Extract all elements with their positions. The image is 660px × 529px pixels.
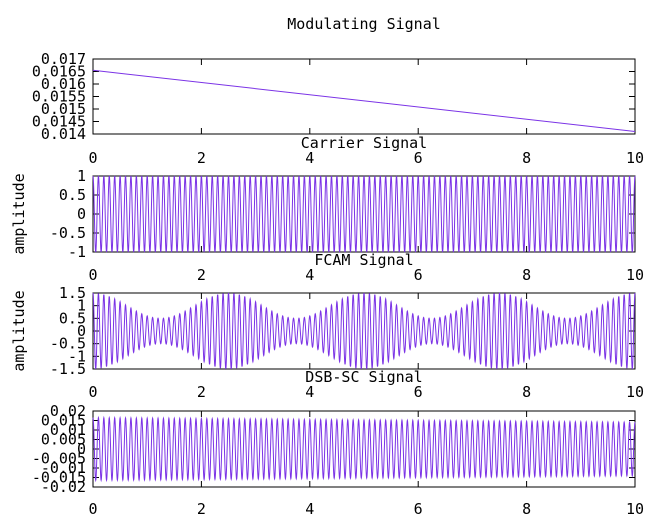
y-ticks-dsbsc: 0.020.0150.010.0050-0.005-0.01-0.015-0.0… <box>32 402 635 496</box>
title-fcam: FCAM Signal <box>314 251 413 269</box>
x-tick-label: 10 <box>626 500 644 518</box>
y-tick-label: 0.015 <box>41 100 86 118</box>
y-tick-label: 0.016 <box>41 75 86 93</box>
x-tick-label: 10 <box>626 383 644 401</box>
y-tick-label: 0 <box>77 322 86 340</box>
y-tick-label: 0.0165 <box>32 63 86 81</box>
plot-frame-fcam <box>92 292 636 370</box>
x-tick-label: 2 <box>197 383 206 401</box>
y-tick-label: 0 <box>77 205 86 223</box>
title-dsbsc: DSB-SC Signal <box>305 368 422 386</box>
x-tick-label: 4 <box>305 266 314 284</box>
y-tick-label: -0.5 <box>50 335 86 353</box>
y-tick-label: 0.0155 <box>32 88 86 106</box>
x-tick-label: 8 <box>522 383 531 401</box>
title-carrier: Carrier Signal <box>301 134 427 152</box>
series-line-dsbsc <box>92 415 636 483</box>
y-tick-label: 0.015 <box>41 412 86 430</box>
x-tick-label: 6 <box>414 149 423 167</box>
series-line-fcam <box>92 292 636 370</box>
x-tick-label: 8 <box>522 266 531 284</box>
series-line-carrier <box>92 175 636 253</box>
x-tick-label: 6 <box>414 383 423 401</box>
x-tick-label: 2 <box>197 266 206 284</box>
panel-modulating: Modulating Signal 0.0170.01650.0160.0155… <box>32 15 644 167</box>
x-tick-label: 8 <box>522 500 531 518</box>
ylabel-fcam: amplitude <box>10 290 28 371</box>
y-tick-label: -0.015 <box>32 469 86 487</box>
y-ticks-carrier: 10.50-0.5-1 <box>50 167 635 261</box>
y-tick-label: -1.5 <box>50 360 86 378</box>
y-tick-label: -0.01 <box>41 459 86 477</box>
panel-dsbsc: DSB-SC Signal 0.020.0150.010.0050-0.005-… <box>32 368 644 518</box>
y-tick-label: 0.5 <box>59 186 86 204</box>
y-tick-label: 0 <box>77 440 86 458</box>
x-tick-label: 4 <box>305 149 314 167</box>
y-tick-label: 0.01 <box>50 421 86 439</box>
y-tick-label: -0.02 <box>41 478 86 496</box>
x-tick-label: 6 <box>414 500 423 518</box>
y-tick-label: 1 <box>77 297 86 315</box>
x-tick-label: 4 <box>305 500 314 518</box>
x-tick-label: 8 <box>522 149 531 167</box>
x-tick-label: 10 <box>626 266 644 284</box>
y-tick-label: 0.5 <box>59 309 86 327</box>
y-tick-label: 1 <box>77 167 86 185</box>
y-tick-label: -0.005 <box>32 450 86 468</box>
x-tick-label: 4 <box>305 383 314 401</box>
x-tick-label: 2 <box>197 149 206 167</box>
plot-frame-carrier <box>92 175 636 253</box>
x-tick-label: 0 <box>88 383 97 401</box>
y-tick-label: 0.0145 <box>32 113 86 131</box>
x-tick-label: 0 <box>88 149 97 167</box>
y-ticks-fcam: 1.510.50-0.5-1-1.5 <box>50 284 635 378</box>
x-tick-label: 0 <box>88 500 97 518</box>
x-tick-label: 6 <box>414 266 423 284</box>
panel-fcam: FCAM Signal amplitude 1.510.50-0.5-1-1.5… <box>10 251 644 401</box>
ylabel-carrier: amplitude <box>10 173 28 254</box>
y-tick-label: 0.005 <box>41 431 86 449</box>
series-line-modulating <box>92 69 636 132</box>
title-modulating: Modulating Signal <box>287 15 441 33</box>
y-tick-label: -0.5 <box>50 224 86 242</box>
x-tick-label: 0 <box>88 266 97 284</box>
y-tick-label: 0.02 <box>50 402 86 420</box>
x-tick-label: 2 <box>197 500 206 518</box>
x-tick-label: 10 <box>626 149 644 167</box>
y-tick-label: 1.5 <box>59 284 86 302</box>
y-tick-label: -1 <box>68 243 86 261</box>
x-ticks-fcam: 0 2 4 6 8 10 <box>88 293 644 401</box>
y-tick-label: -1 <box>68 347 86 365</box>
x-ticks-dsbsc: 0 2 4 6 8 10 <box>88 411 644 518</box>
y-tick-label: 0.014 <box>41 125 86 143</box>
x-ticks-carrier: 0 2 4 6 8 10 <box>88 176 644 284</box>
x-ticks-modulating: 0 2 4 6 8 10 <box>88 59 644 167</box>
y-tick-label: 0.017 <box>41 50 86 68</box>
